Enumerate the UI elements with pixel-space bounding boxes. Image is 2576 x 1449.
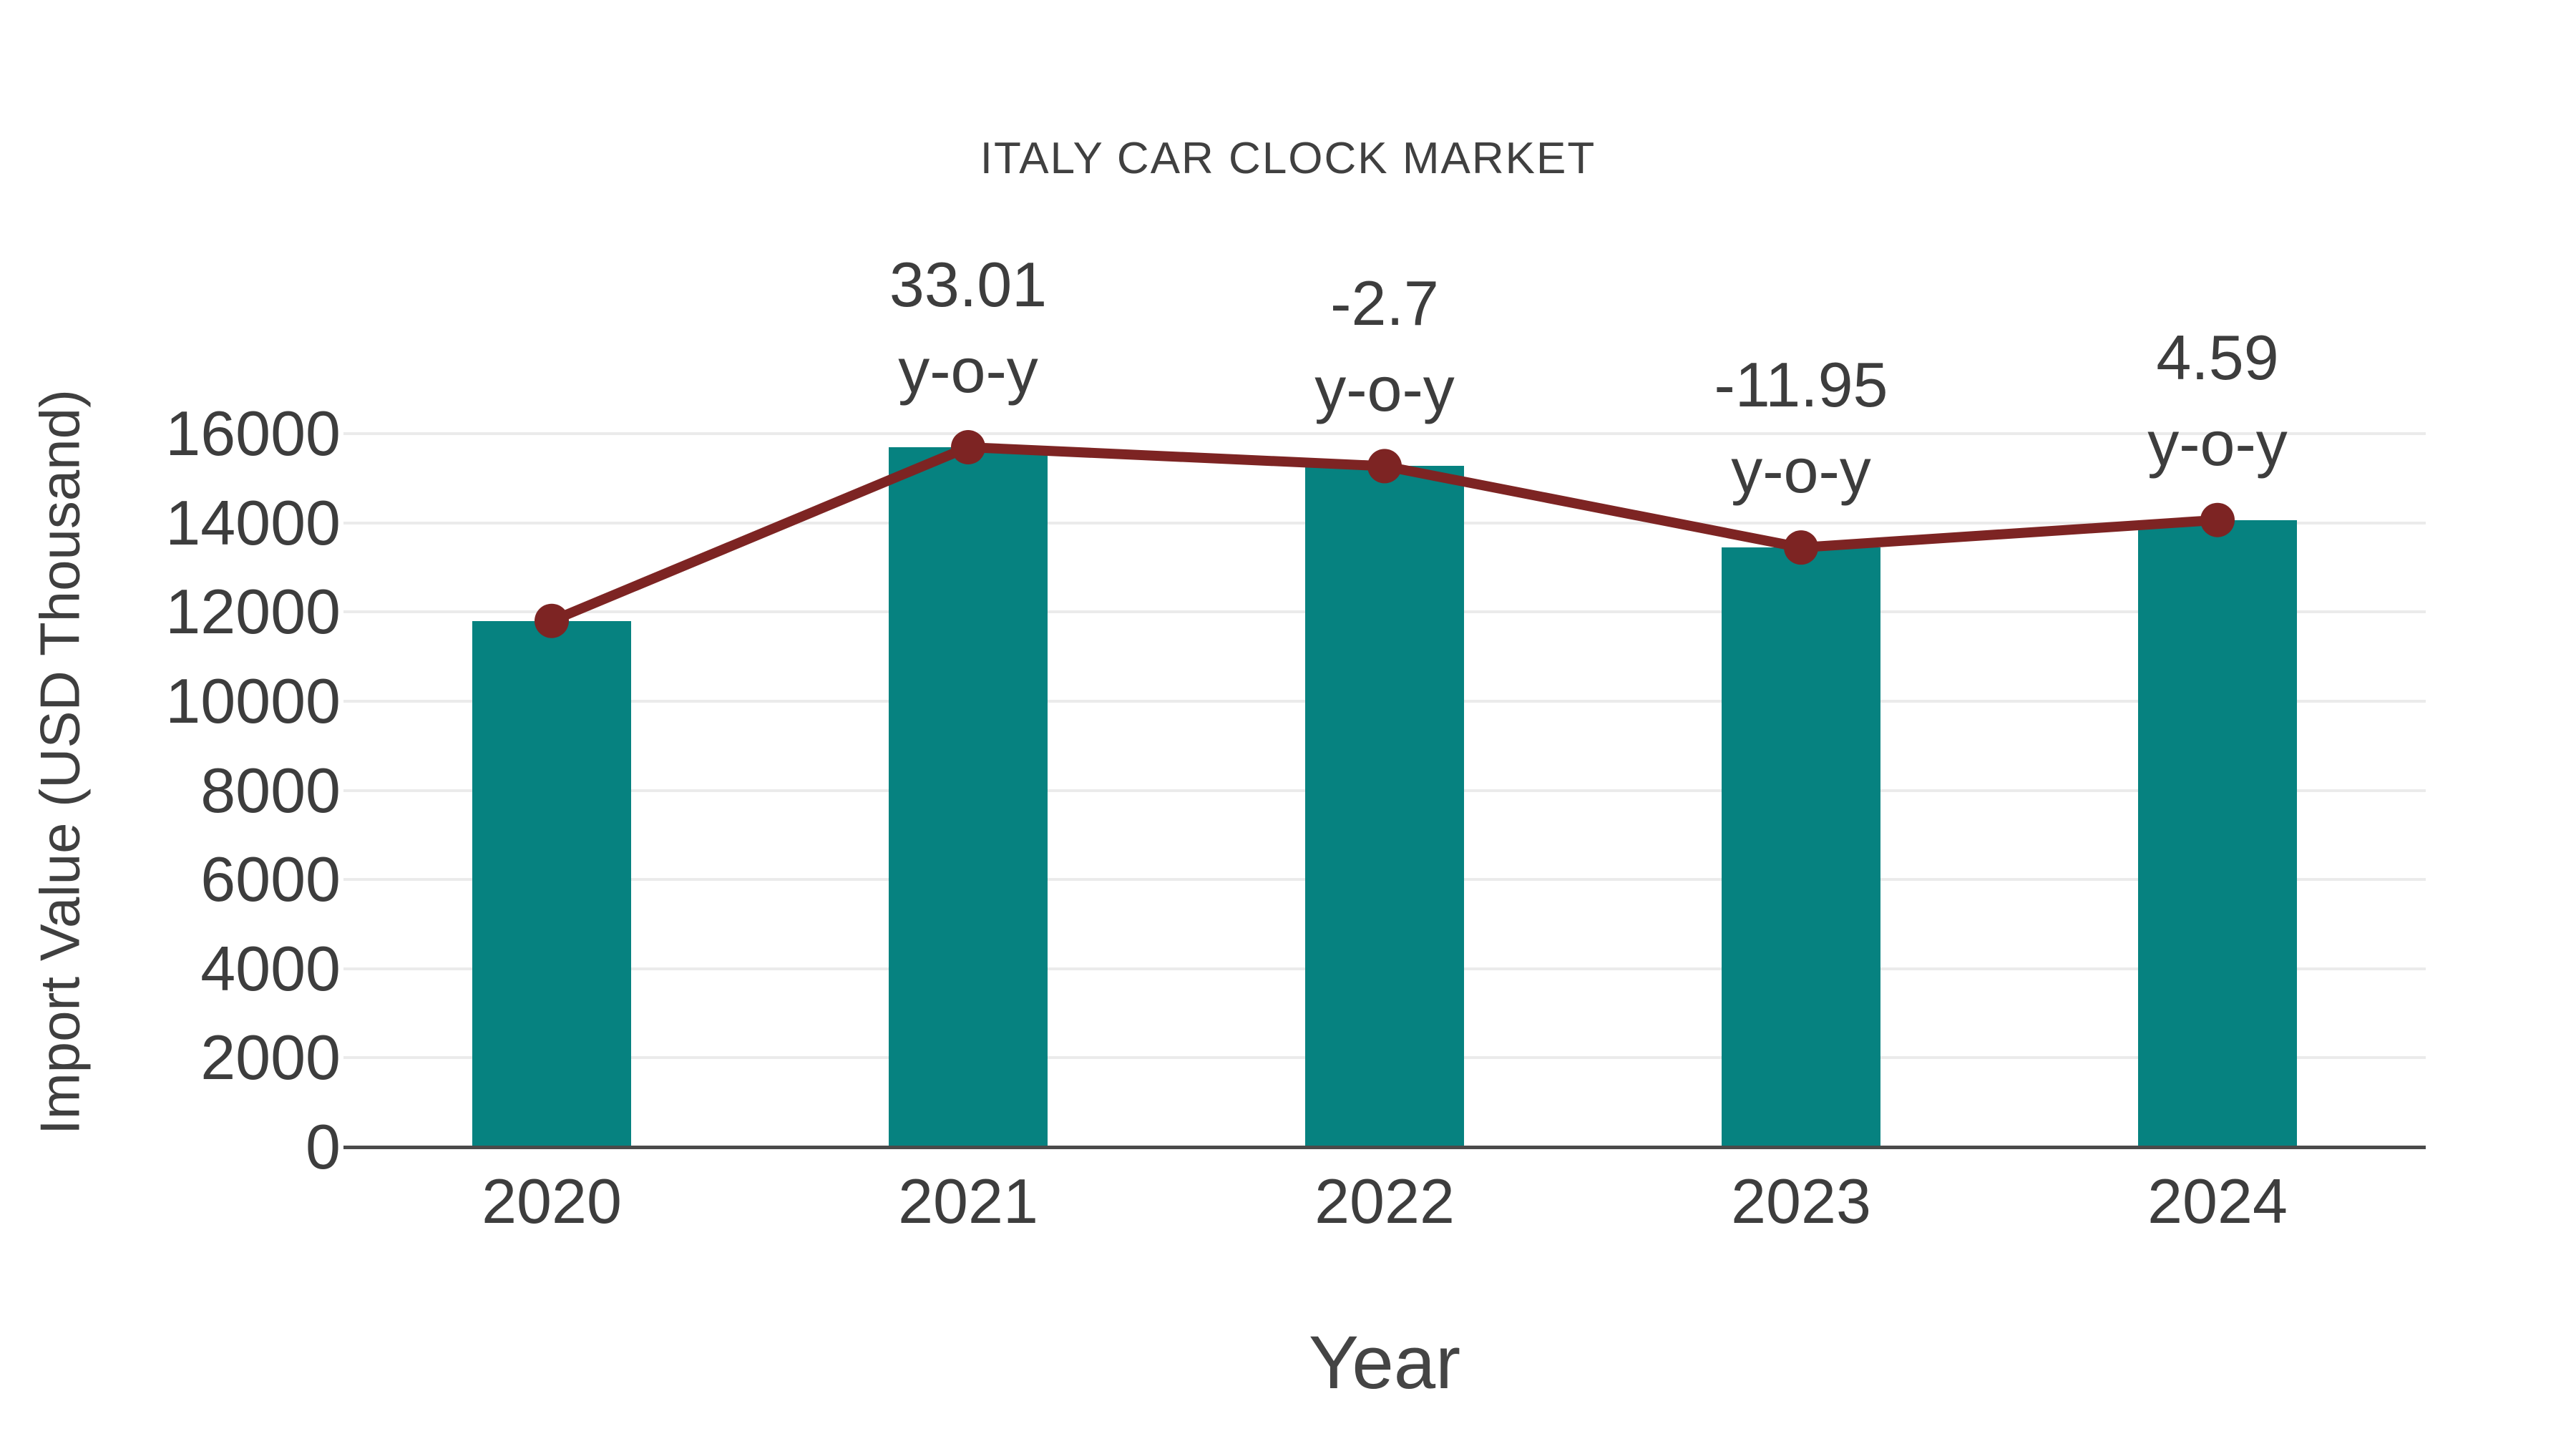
data-point-2022	[1367, 449, 1402, 484]
annotation-suffix: y-o-y	[1731, 435, 1871, 507]
y-tick-14000: 14000	[165, 487, 341, 558]
annotation-suffix: y-o-y	[2147, 407, 2288, 479]
data-point-2021	[951, 430, 985, 465]
annotation-2023: -11.95 y-o-y	[1714, 342, 1888, 514]
annotation-suffix: y-o-y	[898, 335, 1038, 406]
data-point-2023	[1784, 530, 1818, 565]
annotation-suffix: y-o-y	[1314, 353, 1455, 425]
y-tick-10000: 10000	[165, 665, 341, 736]
bar-2021	[889, 447, 1048, 1147]
trend-line-layer	[535, 430, 2235, 638]
annotation-2022: -2.7 y-o-y	[1314, 260, 1455, 432]
y-tick-8000: 8000	[200, 754, 341, 826]
x-tick-2022: 2022	[1314, 1166, 1455, 1236]
gridline-16000	[343, 432, 2426, 435]
x-tick-2023: 2023	[1731, 1166, 1871, 1236]
bar-2023	[1722, 547, 1880, 1147]
y-tick-6000: 6000	[200, 844, 341, 915]
annotation-value: -2.7	[1330, 268, 1439, 339]
x-axis-title: Year	[1308, 1321, 1461, 1405]
bar-2020	[472, 620, 631, 1147]
y-tick-0: 0	[306, 1111, 341, 1182]
bar-2024	[2138, 519, 2297, 1147]
annotation-2021: 33.01 y-o-y	[889, 242, 1047, 414]
data-point-2020	[535, 603, 569, 638]
annotation-value: 4.59	[2156, 321, 2279, 393]
y-axis-tick-labels: 0 2000 4000 6000 8000 10000 12000 14000 16000	[0, 398, 341, 1182]
x-tick-2021: 2021	[898, 1166, 1038, 1236]
x-axis-line	[343, 1146, 2426, 1149]
x-tick-2024: 2024	[2147, 1166, 2288, 1236]
chart-title: ITALY CAR CLOCK MARKET	[980, 134, 1596, 183]
x-tick-2020: 2020	[482, 1166, 622, 1236]
annotation-2024: 4.59 y-o-y	[2147, 315, 2288, 487]
x-axis-tick-labels: 2020 2021 2022 2023 2024	[343, 1165, 2426, 1244]
y-tick-4000: 4000	[200, 932, 341, 1004]
data-point-2024	[2200, 502, 2235, 537]
y-tick-2000: 2000	[200, 1022, 341, 1093]
bar-2022	[1305, 466, 1464, 1147]
y-tick-12000: 12000	[165, 576, 341, 648]
annotation-value: 33.01	[889, 249, 1048, 321]
plot-area: 33.01 y-o-y -2.7 y-o-y -11.95 y-o-y 4.59 y-o-y	[343, 249, 2426, 1149]
y-tick-16000: 16000	[165, 398, 341, 469]
annotation-value: -11.95	[1714, 349, 1888, 421]
